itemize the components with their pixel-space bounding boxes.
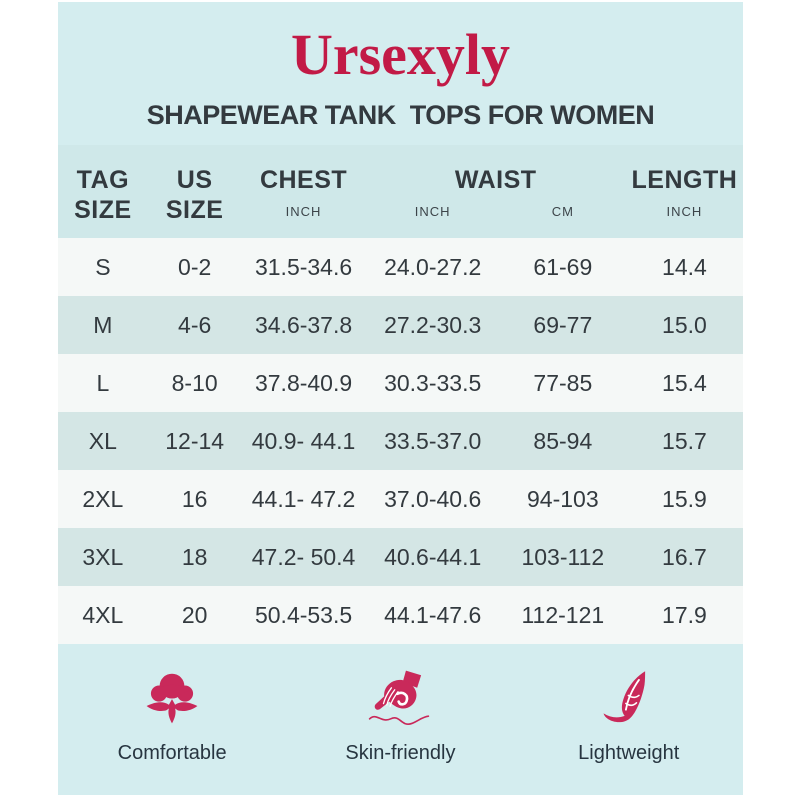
waist-cm-unit-label: CM bbox=[551, 204, 574, 219]
size-table: TAG US CHEST WAIST LENGTH SIZE SIZE INCH… bbox=[58, 145, 743, 644]
content-panel: Ursexyly SHAPEWEAR TANK TOPS FOR WOMEN T… bbox=[58, 2, 743, 795]
tag-cell: 4XL bbox=[82, 601, 124, 628]
chest-cell: 34.6-37.8 bbox=[254, 311, 353, 338]
tag-size-header: TAG bbox=[76, 166, 130, 194]
waist-cm-cell: 103-112 bbox=[521, 543, 605, 570]
tag-cell: XL bbox=[88, 427, 117, 454]
length-cell: 17.9 bbox=[662, 601, 707, 628]
length-cell: 15.7 bbox=[662, 427, 707, 454]
waist-cm-cell: 112-121 bbox=[521, 601, 605, 628]
waist-cm-cell: 69-77 bbox=[533, 311, 593, 338]
table-row-s: S 0-2 31.5-34.6 24.0-27.2 61-69 14.4 bbox=[58, 238, 743, 296]
waist-inch-cell: 33.5-37.0 bbox=[384, 427, 482, 454]
chest-header: CHEST bbox=[259, 166, 348, 194]
length-unit-label: INCH bbox=[666, 204, 703, 219]
table-row-4xl: 4XL 20 50.4-53.5 44.1-47.6 112-121 17.9 bbox=[58, 586, 743, 644]
waist-cm-cell: 85-94 bbox=[533, 427, 593, 454]
waist-header: WAIST bbox=[454, 166, 537, 194]
size-table-header: TAG US CHEST WAIST LENGTH SIZE SIZE INCH… bbox=[58, 145, 743, 238]
length-cell: 15.0 bbox=[662, 311, 707, 338]
feature-strip: Comfortable bbox=[58, 670, 743, 765]
us-cell: 20 bbox=[181, 601, 208, 628]
chest-cell: 47.2- 50.4 bbox=[251, 543, 356, 570]
us-size-header: US bbox=[176, 166, 213, 194]
waist-inch-cell: 24.0-27.2 bbox=[384, 253, 482, 280]
feature-lightweight: Lightweight bbox=[515, 670, 743, 765]
cotton-flower-icon bbox=[139, 670, 205, 732]
table-row-l: L 8-10 37.8-40.9 30.3-33.5 77-85 15.4 bbox=[58, 354, 743, 412]
feather-icon bbox=[598, 670, 660, 732]
tag-cell: M bbox=[93, 311, 113, 338]
length-cell: 15.9 bbox=[662, 485, 707, 512]
feature-label: Lightweight bbox=[578, 742, 680, 764]
table-row-3xl: 3XL 18 47.2- 50.4 40.6-44.1 103-112 16.7 bbox=[58, 528, 743, 586]
tag-cell: 2XL bbox=[82, 485, 124, 512]
feature-label: Comfortable bbox=[117, 742, 227, 764]
tag-cell: S bbox=[95, 253, 111, 280]
feature-label: Skin-friendly bbox=[345, 742, 456, 764]
length-header: LENGTH bbox=[631, 166, 738, 194]
header-row-units: SIZE SIZE INCH INCH CM INCH bbox=[58, 195, 743, 238]
chest-unit-label: INCH bbox=[285, 204, 322, 219]
table-row-xl: XL 12-14 40.9- 44.1 33.5-37.0 85-94 15.7 bbox=[58, 412, 743, 470]
size-table-body: S 0-2 31.5-34.6 24.0-27.2 61-69 14.4 M 4… bbox=[58, 238, 743, 644]
tag-cell: 3XL bbox=[82, 543, 124, 570]
us-cell: 8-10 bbox=[171, 369, 218, 396]
waist-inch-unit-label: INCH bbox=[414, 204, 451, 219]
us-cell: 16 bbox=[181, 485, 208, 512]
chest-cell: 40.9- 44.1 bbox=[251, 427, 356, 454]
us-cell: 4-6 bbox=[178, 311, 212, 338]
us-cell: 12-14 bbox=[165, 427, 225, 454]
chest-cell: 31.5-34.6 bbox=[254, 253, 353, 280]
us-size-header-line2: SIZE bbox=[165, 196, 224, 224]
us-cell: 0-2 bbox=[178, 253, 212, 280]
tag-cell: L bbox=[96, 369, 110, 396]
waist-inch-cell: 40.6-44.1 bbox=[384, 543, 482, 570]
us-cell: 18 bbox=[181, 543, 208, 570]
waist-cm-cell: 77-85 bbox=[533, 369, 593, 396]
length-cell: 15.4 bbox=[662, 369, 707, 396]
waist-inch-cell: 37.0-40.6 bbox=[384, 485, 482, 512]
page-title: SHAPEWEAR TANK TOPS FOR WOMEN bbox=[146, 100, 655, 130]
feature-skin-friendly: Skin-friendly bbox=[286, 670, 514, 765]
waist-inch-cell: 27.2-30.3 bbox=[384, 311, 482, 338]
header-row-main: TAG US CHEST WAIST LENGTH bbox=[58, 145, 743, 195]
waist-cm-cell: 94-103 bbox=[527, 485, 599, 512]
brand-logo: Ursexyly bbox=[290, 22, 511, 87]
waist-inch-cell: 30.3-33.5 bbox=[384, 369, 482, 396]
tag-size-header-line2: SIZE bbox=[74, 196, 132, 224]
chest-cell: 50.4-53.5 bbox=[254, 601, 353, 628]
waist-inch-cell: 44.1-47.6 bbox=[384, 601, 482, 628]
chest-cell: 37.8-40.9 bbox=[254, 369, 353, 396]
feature-comfortable: Comfortable bbox=[58, 670, 286, 765]
table-row-2xl: 2XL 16 44.1- 47.2 37.0-40.6 94-103 15.9 bbox=[58, 470, 743, 528]
chest-cell: 44.1- 47.2 bbox=[251, 485, 356, 512]
waist-cm-cell: 61-69 bbox=[533, 253, 593, 280]
table-row-m: M 4-6 34.6-37.8 27.2-30.3 69-77 15.0 bbox=[58, 296, 743, 354]
caring-hand-icon bbox=[367, 670, 433, 732]
length-cell: 14.4 bbox=[662, 253, 707, 280]
length-cell: 16.7 bbox=[662, 543, 707, 570]
